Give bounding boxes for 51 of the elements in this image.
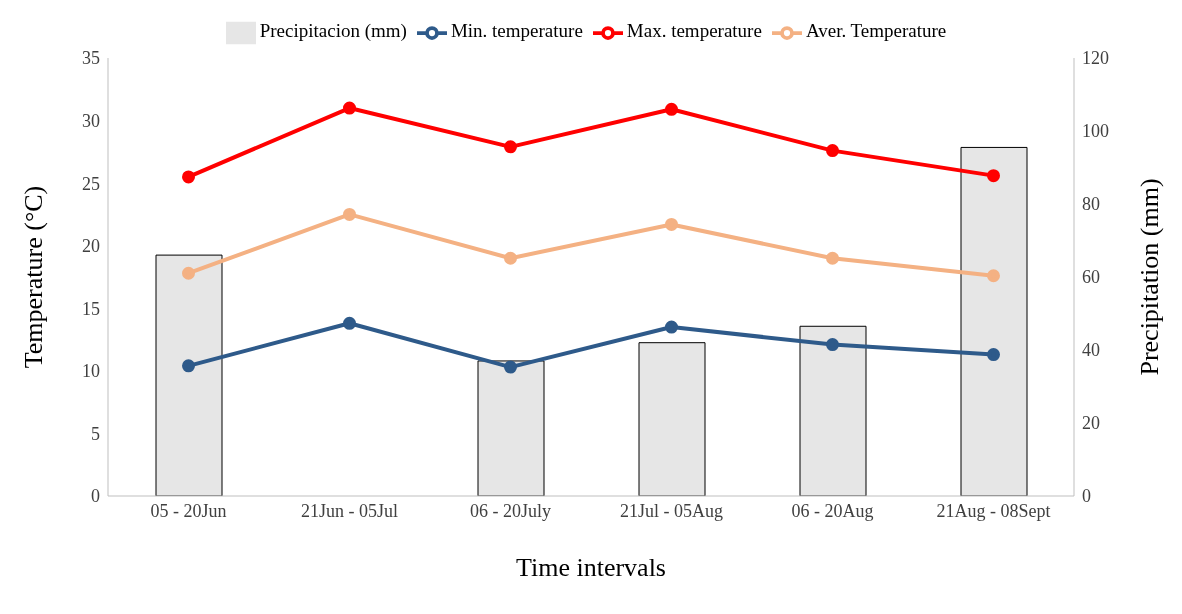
point bbox=[182, 266, 195, 280]
y-tick-label: 30 bbox=[82, 110, 100, 131]
y2-tick-label: 0 bbox=[1082, 486, 1091, 507]
legend-label: Max. temperature bbox=[626, 20, 762, 42]
x-tick-label: 21Jul - 05Aug bbox=[620, 500, 723, 521]
point bbox=[343, 207, 356, 221]
point bbox=[987, 269, 1000, 283]
point bbox=[504, 360, 517, 374]
y2-tick-label: 20 bbox=[1082, 413, 1100, 434]
y-axis-title: Temperature (°C) bbox=[19, 185, 49, 369]
point bbox=[343, 101, 356, 115]
x-tick-label: 06 - 20July bbox=[470, 500, 551, 521]
legend-label: Precipitacion (mm) bbox=[259, 20, 407, 42]
legend-label: Min. temperature bbox=[450, 20, 583, 42]
point bbox=[343, 316, 356, 330]
y2-tick-label: 80 bbox=[1082, 194, 1100, 215]
y2-tick-label: 60 bbox=[1082, 267, 1100, 288]
y-tick-label: 25 bbox=[82, 173, 100, 194]
bar bbox=[960, 146, 1028, 496]
point bbox=[504, 251, 517, 265]
point bbox=[665, 217, 678, 231]
y-tick-label: 10 bbox=[82, 361, 100, 382]
bar bbox=[155, 254, 223, 496]
point bbox=[826, 144, 839, 158]
bar bbox=[799, 325, 867, 496]
point bbox=[182, 359, 195, 373]
x-tick-label: 21Jun - 05Jul bbox=[300, 500, 399, 521]
x-tick-label: 21Aug - 08Sept bbox=[936, 500, 1051, 521]
point bbox=[665, 102, 678, 116]
point bbox=[987, 169, 1000, 183]
legend-label: Aver. Temperature bbox=[805, 20, 947, 42]
y2-tick-label: 100 bbox=[1082, 121, 1109, 142]
point bbox=[504, 140, 517, 154]
point bbox=[182, 170, 195, 184]
y-tick-label: 5 bbox=[91, 423, 100, 444]
x-tick-label: 06 - 20Aug bbox=[791, 500, 874, 521]
y2-axis-title: Precipitation (mm) bbox=[1135, 178, 1165, 376]
bar bbox=[477, 360, 545, 496]
y-tick-label: 20 bbox=[82, 236, 100, 257]
bar bbox=[638, 342, 706, 496]
point bbox=[665, 320, 678, 334]
point bbox=[987, 348, 1000, 362]
y-tick-label: 15 bbox=[82, 298, 100, 319]
y2-tick-label: 40 bbox=[1082, 340, 1100, 361]
y2-tick-label: 120 bbox=[1082, 48, 1109, 69]
y-tick-label: 0 bbox=[91, 486, 100, 507]
x-tick-label: 05 - 20Jun bbox=[150, 500, 227, 521]
point bbox=[826, 251, 839, 265]
x-axis-title: Time intervals bbox=[516, 553, 666, 582]
y-tick-label: 35 bbox=[82, 48, 100, 69]
point bbox=[826, 338, 839, 352]
